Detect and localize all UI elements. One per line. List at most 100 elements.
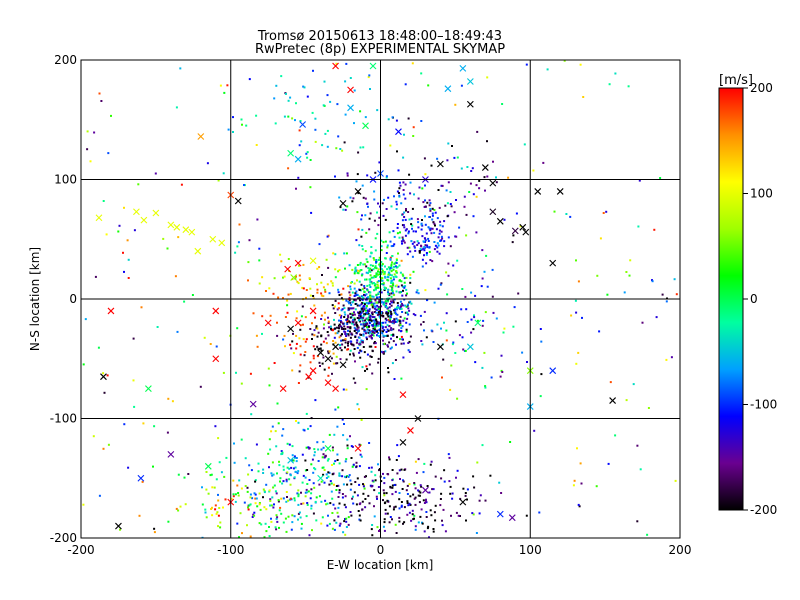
- data-point: [406, 502, 409, 504]
- data-point: [250, 413, 253, 416]
- data-point: [355, 293, 358, 296]
- data-point: [366, 302, 369, 305]
- data-point: [364, 369, 366, 372]
- data-point: [400, 342, 403, 345]
- data-point: [426, 201, 429, 204]
- data-point: [291, 521, 294, 524]
- data-point: [334, 276, 337, 279]
- data-point: [412, 126, 415, 129]
- data-point: [384, 218, 387, 221]
- data-point: [369, 299, 372, 302]
- data-point: [491, 295, 494, 298]
- data-point: [434, 211, 437, 214]
- data-point: [382, 335, 385, 338]
- data-point: [328, 483, 331, 486]
- data-point: [574, 299, 577, 302]
- data-point: [342, 328, 345, 330]
- data-point: [313, 486, 316, 489]
- data-point: [481, 277, 484, 280]
- data-point: [297, 503, 300, 506]
- data-point: [342, 322, 344, 325]
- data-point: [393, 506, 396, 509]
- data-point: [439, 498, 442, 500]
- data-point: [329, 502, 332, 505]
- data-point: [286, 471, 289, 474]
- data-point: [209, 343, 212, 345]
- data-point: [306, 483, 309, 485]
- data-point: [380, 239, 383, 242]
- data-point: [323, 311, 326, 314]
- data-point: [386, 344, 389, 347]
- data-point: [133, 229, 136, 232]
- data-point: [304, 340, 307, 343]
- data-point: [359, 453, 362, 456]
- data-point: [358, 312, 361, 315]
- data-point: [258, 522, 261, 525]
- data-point: [406, 253, 409, 256]
- data-point: [277, 296, 280, 299]
- data-point: [349, 511, 352, 513]
- data-point: [322, 104, 325, 107]
- data-point: [405, 294, 408, 297]
- data-point: [351, 291, 354, 294]
- data-point: [388, 268, 391, 271]
- data-point: [425, 232, 428, 235]
- data-point: [419, 484, 422, 487]
- data-point: [400, 280, 403, 283]
- data-point: [420, 120, 423, 122]
- data-point: [387, 309, 390, 312]
- data-point: [421, 224, 424, 227]
- data-point: [365, 321, 367, 324]
- data-point: [382, 321, 384, 324]
- data-point: [364, 197, 367, 200]
- data-point: [280, 75, 283, 78]
- data-point: [338, 196, 341, 199]
- cross-marker: [332, 385, 339, 393]
- data-point: [406, 317, 409, 320]
- data-point: [639, 468, 642, 471]
- data-point: [382, 273, 385, 276]
- data-point: [377, 322, 380, 325]
- data-point: [424, 215, 426, 218]
- data-point: [258, 502, 261, 504]
- data-point: [285, 530, 288, 533]
- data-point: [299, 278, 302, 281]
- data-point: [442, 358, 445, 361]
- data-point: [441, 376, 443, 379]
- data-point: [324, 290, 327, 293]
- data-point: [423, 206, 426, 208]
- data-point: [297, 493, 300, 496]
- data-point: [378, 492, 381, 495]
- data-point: [93, 131, 96, 134]
- data-point: [366, 260, 369, 263]
- data-point: [383, 492, 386, 495]
- data-point: [289, 483, 292, 486]
- data-point: [445, 189, 448, 192]
- data-point: [395, 208, 398, 210]
- data-point: [132, 379, 135, 382]
- data-point: [257, 462, 260, 465]
- data-point: [425, 336, 428, 339]
- data-point: [454, 320, 457, 323]
- data-point: [361, 288, 364, 291]
- data-point: [374, 171, 377, 174]
- data-point: [336, 308, 339, 311]
- data-point: [246, 486, 249, 489]
- data-point: [341, 333, 343, 336]
- data-point: [152, 465, 154, 468]
- data-point: [329, 480, 332, 483]
- data-point: [345, 318, 348, 321]
- data-point: [386, 246, 389, 249]
- data-point: [297, 518, 299, 521]
- data-point: [263, 506, 266, 509]
- data-point: [389, 267, 392, 269]
- data-point: [223, 475, 226, 478]
- data-point: [92, 435, 95, 438]
- data-point: [424, 223, 427, 226]
- data-point: [320, 281, 323, 284]
- data-point: [378, 296, 381, 299]
- data-point: [309, 159, 312, 161]
- data-point: [391, 255, 394, 258]
- data-point: [361, 508, 364, 511]
- data-point: [339, 319, 342, 322]
